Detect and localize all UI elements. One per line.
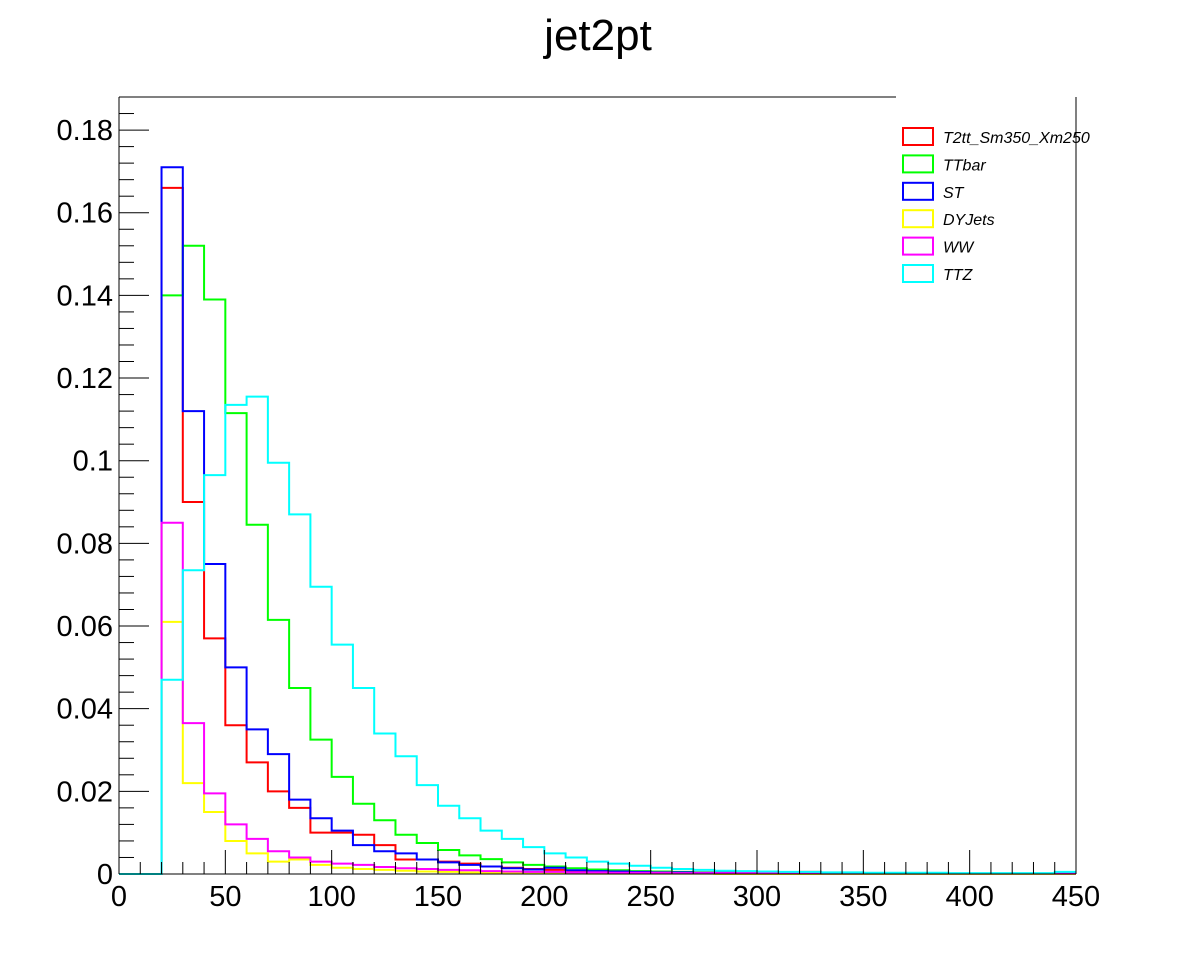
x-tick-label: 50	[209, 881, 241, 913]
legend-label: TTZ	[943, 267, 974, 284]
legend-swatch	[902, 209, 934, 229]
legend-label: ST	[943, 185, 965, 202]
legend-swatch	[902, 127, 934, 146]
legend-swatch	[902, 181, 934, 201]
x-tick-label: 300	[733, 881, 781, 913]
x-tick-label: 250	[626, 881, 674, 913]
y-tick-label: 0.14	[57, 280, 113, 312]
legend-swatch	[902, 264, 934, 283]
y-tick-label: 0	[97, 859, 113, 891]
chart-title: jet2pt	[542, 11, 652, 60]
y-tick-label: 0.16	[57, 198, 113, 230]
y-tick-label: 0.04	[57, 694, 113, 726]
legend-label: TTbar	[943, 157, 986, 174]
y-tick-label: 0.18	[57, 115, 113, 147]
plot-frame	[118, 96, 1077, 875]
legend-label: T2tt_Sm350_Xm250	[943, 130, 1090, 147]
x-tick-label: 400	[945, 881, 993, 913]
legend-swatch	[902, 236, 934, 256]
legend-swatch	[902, 154, 934, 174]
x-tick-label: 450	[1052, 881, 1100, 913]
legend-label: WW	[943, 240, 975, 257]
legend: T2tt_Sm350_Xm250 TTbar ST DYJets WW TTZ	[902, 127, 1090, 284]
x-tick-label: 100	[307, 881, 355, 913]
x-tick-label: 350	[839, 881, 887, 913]
series-line-ttz	[119, 395, 1076, 875]
legend-label: DYJets	[943, 212, 995, 229]
x-tick-label: 200	[520, 881, 568, 913]
x-tick-label: 150	[414, 881, 462, 913]
y-tick-label: 0.12	[57, 363, 113, 395]
y-tick-label: 0.02	[57, 776, 113, 808]
y-tick-label: 0.1	[73, 446, 113, 478]
y-tick-label: 0.06	[57, 611, 113, 643]
axes: 0 0.02 0.04 0.06 0.08 0.1 0.12 0.14 0.16 0.18 0 50 1…	[57, 96, 1100, 913]
y-tick-label: 0.08	[57, 528, 113, 560]
x-tick-label: 0	[111, 881, 127, 913]
